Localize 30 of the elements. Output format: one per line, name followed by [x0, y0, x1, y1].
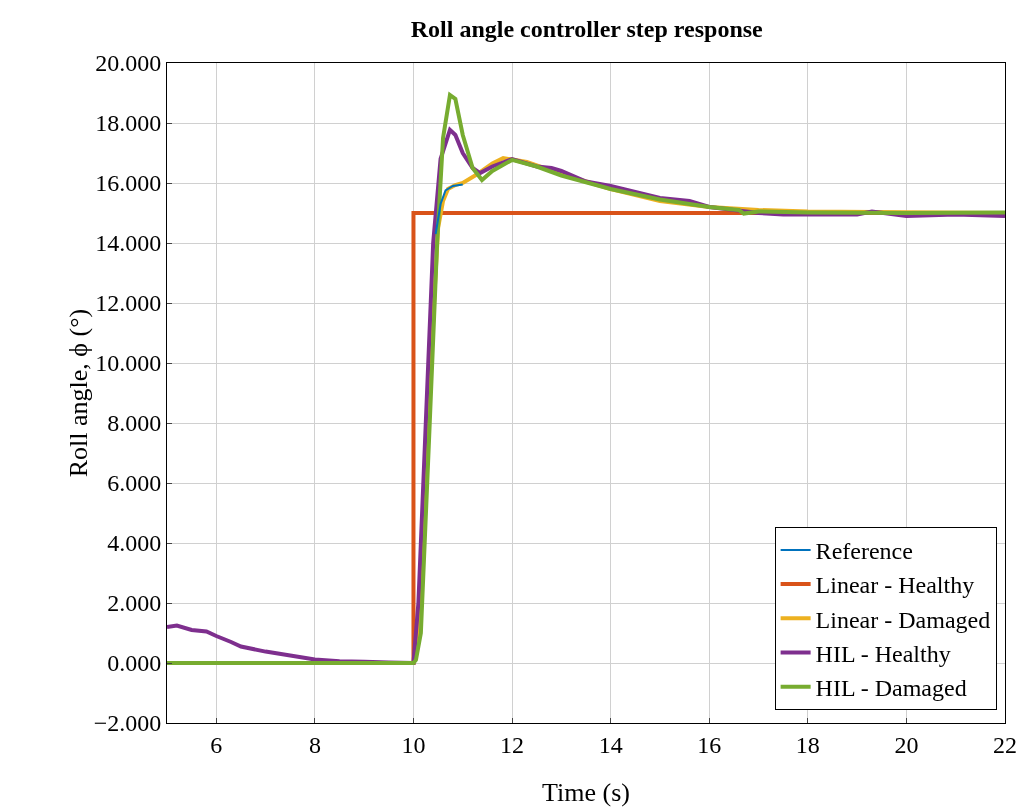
y-tick-label: 4.000 [107, 530, 162, 557]
x-tick-label: 22 [993, 731, 1017, 758]
x-tick-label: 12 [500, 731, 525, 758]
y-tick-label: 6.000 [107, 470, 162, 497]
x-axis-title: Time (s) [542, 778, 630, 807]
y-tick-label: 10.000 [95, 350, 162, 377]
x-tick-label: 6 [210, 731, 223, 758]
legend-label: HIL - Damaged [815, 675, 967, 702]
x-tick-label: 10 [401, 731, 426, 758]
chart-title: Roll angle controller step response [410, 15, 764, 42]
legend-label: Reference [815, 538, 913, 565]
legend-label: Linear - Damaged [815, 606, 991, 633]
y-tick-label: −2.000 [93, 710, 162, 737]
line-series [434, 183, 464, 235]
y-axis-title: Roll angle, ϕ (°) [64, 308, 94, 478]
x-tick-label: 18 [795, 731, 820, 758]
legend-label: Linear - Healthy [815, 572, 975, 599]
y-tick-label: 14.000 [95, 230, 162, 257]
y-tick-label: 18.000 [95, 110, 162, 137]
x-tick-label: 20 [894, 731, 919, 758]
y-tick-label: 0.000 [107, 650, 162, 677]
y-tick-label: 12.000 [95, 290, 162, 317]
legend-label: HIL - Healthy [815, 640, 951, 667]
y-tick-label: 2.000 [107, 590, 162, 617]
x-tick-label: 16 [697, 731, 722, 758]
y-tick-label: 16.000 [95, 170, 162, 197]
y-tick-label: 8.000 [107, 410, 162, 437]
x-tick-label: 14 [598, 731, 623, 758]
x-tick-label: 8 [308, 731, 321, 758]
y-tick-label: 20.000 [95, 50, 162, 77]
